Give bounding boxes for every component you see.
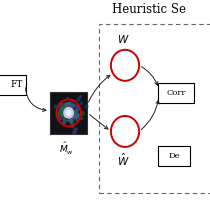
FancyBboxPatch shape (158, 83, 194, 102)
Bar (99, 24, 210, 193)
Text: $\hat{W}$: $\hat{W}$ (117, 152, 129, 168)
FancyBboxPatch shape (50, 92, 87, 134)
Text: De: De (168, 152, 180, 160)
Text: Heuristic Se: Heuristic Se (113, 3, 186, 16)
Text: Corr: Corr (166, 89, 185, 97)
Text: $W$: $W$ (117, 33, 129, 45)
FancyBboxPatch shape (0, 75, 26, 95)
FancyBboxPatch shape (158, 146, 190, 165)
Text: $\hat{M}_w$: $\hat{M}_w$ (59, 141, 74, 157)
Text: FT: FT (10, 80, 22, 89)
Circle shape (64, 108, 73, 118)
Circle shape (66, 110, 71, 115)
